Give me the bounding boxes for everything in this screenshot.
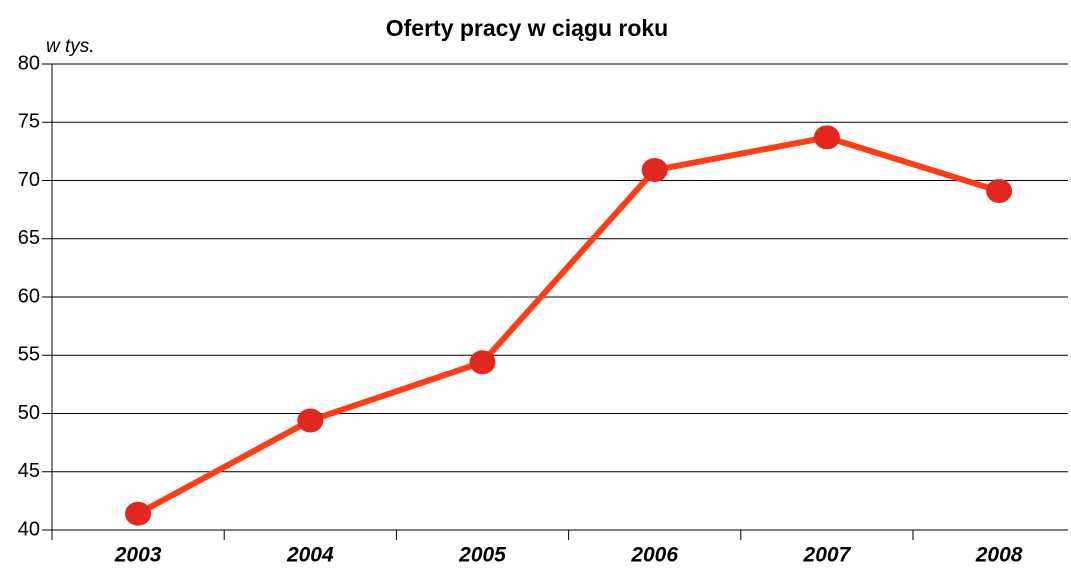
y-tick-label: 45 xyxy=(18,460,40,482)
marker xyxy=(469,350,496,375)
x-tick-label: 2008 xyxy=(975,544,1023,567)
line xyxy=(136,134,1000,517)
y-axis-label: w tys. xyxy=(46,36,95,57)
y-tick-label: 50 xyxy=(18,402,40,424)
marker xyxy=(986,178,1013,203)
y-tick-label: 70 xyxy=(18,169,40,191)
marker xyxy=(813,125,840,150)
marker xyxy=(297,408,324,433)
x-tick-label: 2007 xyxy=(803,544,852,567)
x-tick-label: 2006 xyxy=(630,544,678,567)
y-tick-label: 80 xyxy=(18,52,40,74)
marker xyxy=(125,501,152,526)
y-tick-label: 40 xyxy=(18,518,40,540)
y-tick-label: 65 xyxy=(18,227,40,249)
y-tick-label: 75 xyxy=(18,111,40,133)
y-tick-label: 60 xyxy=(18,285,40,307)
chart-title: Oferty pracy w ciągu roku xyxy=(386,15,668,41)
x-tick-label: 2004 xyxy=(286,544,334,567)
x-tick-label: 2003 xyxy=(114,544,162,567)
y-tick-label: 55 xyxy=(18,344,40,366)
marker xyxy=(641,158,668,183)
x-tick-label: 2005 xyxy=(458,544,506,567)
